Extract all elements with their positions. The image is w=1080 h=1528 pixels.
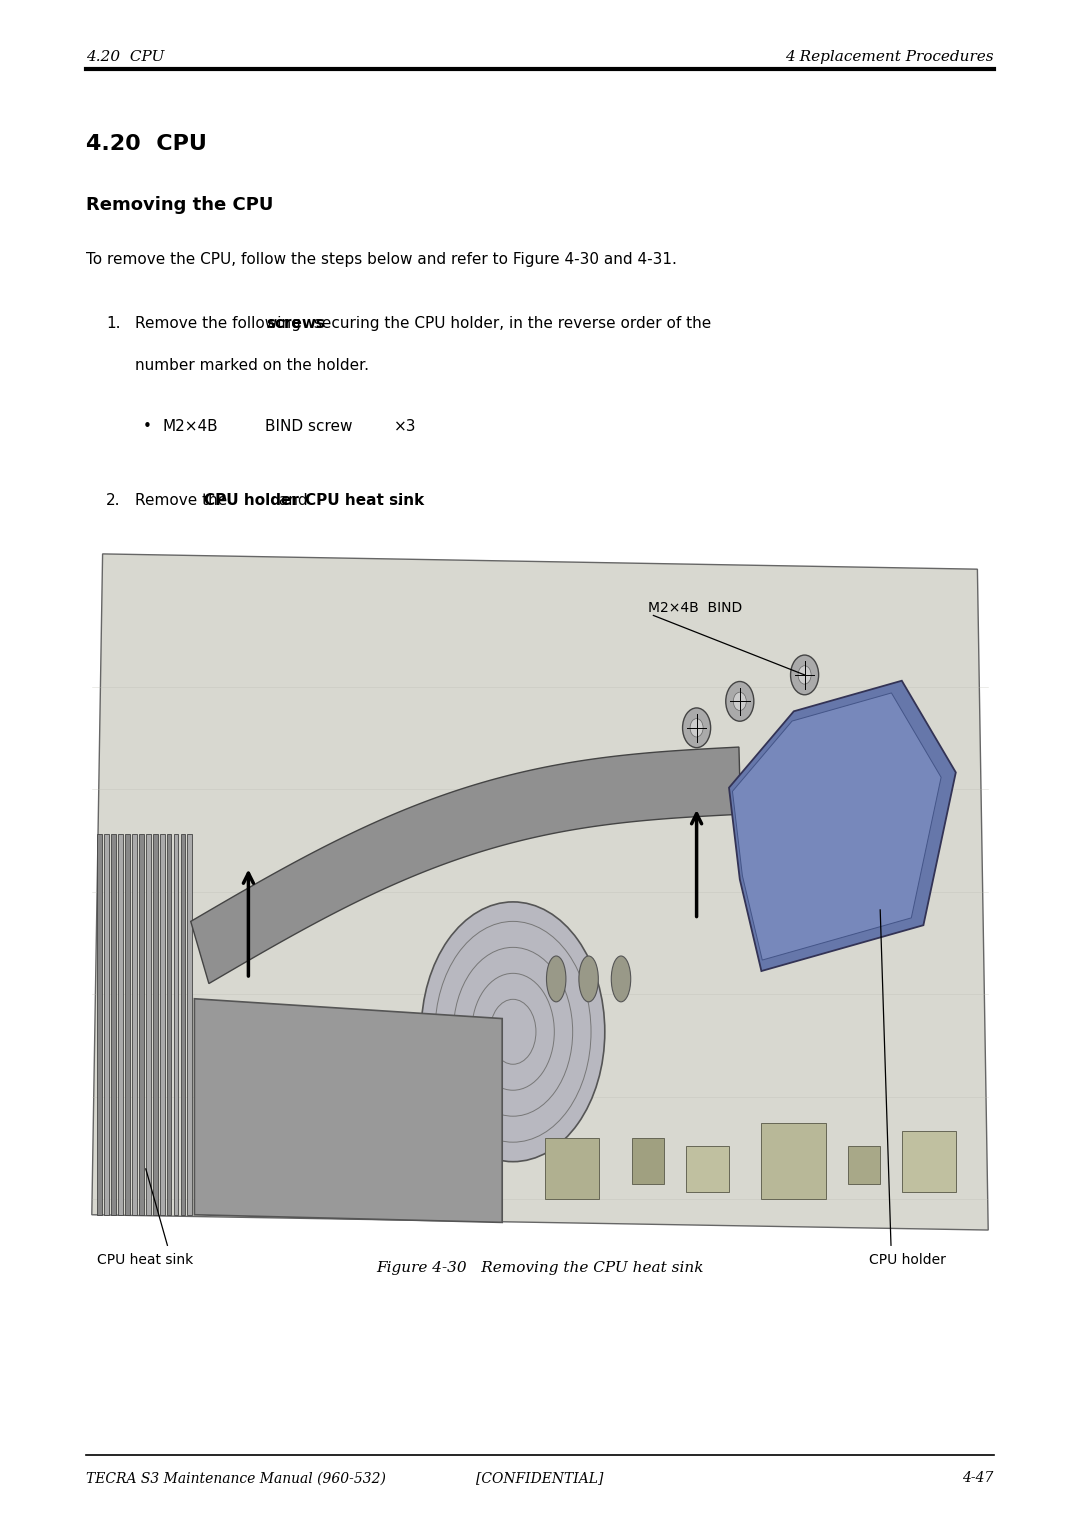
Text: [CONFIDENTIAL]: [CONFIDENTIAL] <box>476 1471 604 1485</box>
Circle shape <box>690 718 703 736</box>
Text: 4 Replacement Procedures: 4 Replacement Procedures <box>785 50 994 64</box>
Bar <box>545 1138 599 1199</box>
Bar <box>152 834 158 1215</box>
Polygon shape <box>729 681 956 972</box>
Text: CPU holder: CPU holder <box>204 494 299 507</box>
Text: TECRA S3 Maintenance Manual (960-532): TECRA S3 Maintenance Manual (960-532) <box>86 1471 387 1485</box>
Text: and: and <box>274 494 312 507</box>
Circle shape <box>683 707 711 747</box>
Polygon shape <box>194 999 502 1222</box>
Text: 4.20  CPU: 4.20 CPU <box>86 50 165 64</box>
Text: 2.: 2. <box>106 494 120 507</box>
Text: 1.: 1. <box>106 316 120 332</box>
Bar <box>132 834 137 1215</box>
Bar <box>111 834 116 1215</box>
Bar <box>686 1146 729 1192</box>
Text: CPU holder: CPU holder <box>869 1253 946 1267</box>
Ellipse shape <box>546 957 566 1002</box>
Bar <box>180 834 186 1215</box>
Text: •: • <box>143 420 151 434</box>
Text: CPU heat sink: CPU heat sink <box>306 494 424 507</box>
Text: 4-47: 4-47 <box>962 1471 994 1485</box>
Bar <box>902 1131 956 1192</box>
Text: CPU heat sink: CPU heat sink <box>97 1253 193 1267</box>
Ellipse shape <box>579 957 598 1002</box>
Text: To remove the CPU, follow the steps below and refer to Figure 4-30 and 4-31.: To remove the CPU, follow the steps belo… <box>86 252 677 267</box>
Bar <box>118 834 123 1215</box>
Text: 4.20  CPU: 4.20 CPU <box>86 134 207 154</box>
Text: BIND screw: BIND screw <box>265 420 352 434</box>
Text: Remove the following: Remove the following <box>135 316 306 332</box>
Text: M2×4B: M2×4B <box>162 420 218 434</box>
Text: M2×4B  BIND: M2×4B BIND <box>648 602 742 616</box>
Bar <box>188 834 192 1215</box>
Bar <box>761 1123 826 1199</box>
Circle shape <box>726 681 754 721</box>
Text: ×3: ×3 <box>394 420 417 434</box>
Text: Figure 4-30   Removing the CPU heat sink: Figure 4-30 Removing the CPU heat sink <box>376 1261 704 1274</box>
Text: Removing the CPU: Removing the CPU <box>86 196 273 214</box>
Polygon shape <box>732 694 941 960</box>
Text: number marked on the holder.: number marked on the holder. <box>135 358 369 373</box>
Bar <box>104 834 109 1215</box>
Text: screws: screws <box>267 316 325 332</box>
Polygon shape <box>92 555 988 1230</box>
Polygon shape <box>191 747 741 984</box>
Text: Remove the: Remove the <box>135 494 232 507</box>
Bar <box>160 834 164 1215</box>
Bar <box>146 834 151 1215</box>
Circle shape <box>733 692 746 711</box>
Bar <box>632 1138 664 1184</box>
Bar <box>174 834 178 1215</box>
Text: .: . <box>396 494 402 507</box>
Circle shape <box>791 656 819 695</box>
Bar <box>125 834 130 1215</box>
Bar <box>139 834 144 1215</box>
Bar <box>848 1146 880 1184</box>
Circle shape <box>798 666 811 685</box>
Text: securing the CPU holder, in the reverse order of the: securing the CPU holder, in the reverse … <box>309 316 711 332</box>
Circle shape <box>421 902 605 1161</box>
Bar <box>97 834 103 1215</box>
Bar <box>166 834 172 1215</box>
Ellipse shape <box>611 957 631 1002</box>
